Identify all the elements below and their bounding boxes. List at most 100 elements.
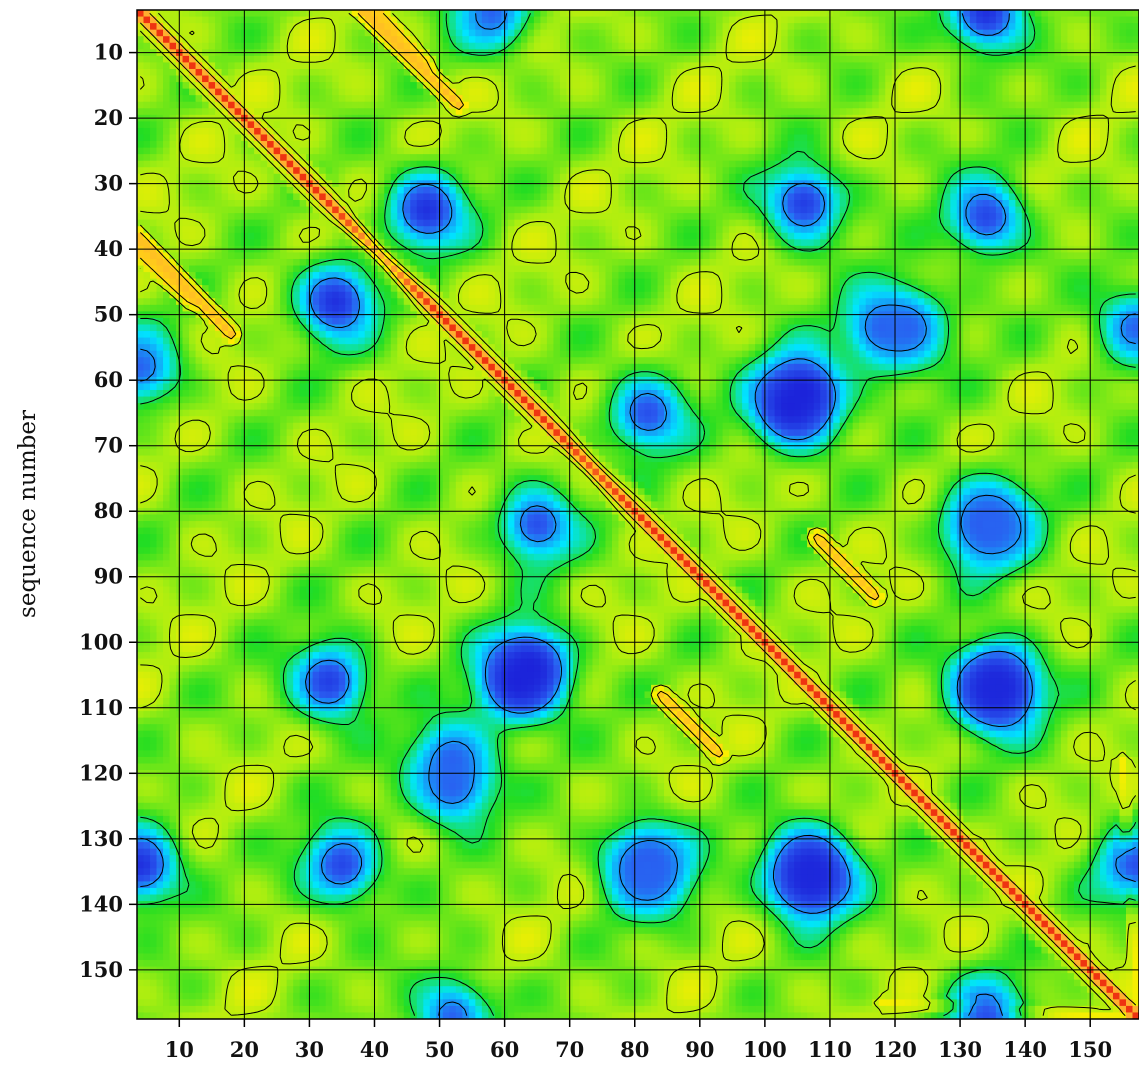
heatmap-cell — [820, 134, 827, 141]
heatmap-cell — [944, 102, 951, 109]
heatmap-cell — [690, 161, 697, 168]
heatmap-cell — [651, 121, 658, 128]
heatmap-cell — [521, 128, 528, 135]
heatmap-cell — [1054, 56, 1061, 63]
heatmap-cell — [547, 95, 554, 102]
heatmap-cell — [482, 128, 489, 135]
heatmap-cell — [859, 82, 866, 89]
heatmap-cell — [625, 56, 632, 63]
heatmap-cell — [215, 134, 222, 141]
heatmap-cell — [482, 82, 489, 89]
heatmap-cell — [332, 62, 339, 69]
heatmap-cell — [645, 17, 652, 24]
heatmap-cell — [1126, 213, 1133, 220]
heatmap-cell — [579, 69, 586, 76]
heatmap-cell — [749, 43, 756, 50]
heatmap-cell — [254, 102, 261, 109]
heatmap-cell — [853, 76, 860, 83]
heatmap-cell — [417, 193, 424, 200]
heatmap-cell — [807, 10, 814, 17]
heatmap-cell — [983, 148, 990, 155]
heatmap-cell — [514, 141, 521, 148]
heatmap-cell — [658, 134, 665, 141]
heatmap-cell — [423, 200, 430, 207]
heatmap-cell — [983, 10, 990, 17]
heatmap-cell — [736, 213, 743, 220]
heatmap-cell — [690, 207, 697, 214]
heatmap-cell — [716, 36, 723, 43]
heatmap-cell — [189, 108, 196, 115]
heatmap-cell — [560, 128, 567, 135]
heatmap-cell — [625, 154, 632, 161]
heatmap-cell — [397, 76, 404, 83]
heatmap-cell — [456, 76, 463, 83]
heatmap-cell — [1002, 43, 1009, 50]
heatmap-cell — [989, 30, 996, 37]
heatmap-cell — [833, 36, 840, 43]
heatmap-cell — [801, 30, 808, 37]
heatmap-cell — [645, 148, 652, 155]
heatmap-cell — [1035, 43, 1042, 50]
heatmap-cell — [1028, 82, 1035, 89]
heatmap-cell — [690, 43, 697, 50]
heatmap-cell — [736, 161, 743, 168]
heatmap-cell — [645, 89, 652, 96]
heatmap-cell — [931, 17, 938, 24]
heatmap-cell — [937, 121, 944, 128]
heatmap-cell — [651, 69, 658, 76]
heatmap-cell — [612, 167, 619, 174]
heatmap-cell — [983, 141, 990, 148]
heatmap-cell — [469, 161, 476, 168]
heatmap-cell — [1100, 10, 1107, 17]
heatmap-cell — [469, 193, 476, 200]
heatmap-cell — [1067, 213, 1074, 220]
heatmap-cell — [540, 154, 547, 161]
heatmap-cell — [645, 154, 652, 161]
heatmap-cell — [254, 82, 261, 89]
heatmap-cell — [508, 30, 515, 37]
heatmap-cell — [944, 108, 951, 115]
heatmap-cell — [521, 187, 528, 194]
heatmap-cell — [944, 56, 951, 63]
heatmap-cell — [586, 128, 593, 135]
heatmap-cell — [261, 17, 268, 24]
heatmap-cell — [605, 108, 612, 115]
heatmap-cell — [183, 167, 190, 174]
heatmap-cell — [924, 30, 931, 37]
heatmap-cell — [658, 108, 665, 115]
heatmap-cell — [807, 62, 814, 69]
heatmap-cell — [319, 108, 326, 115]
heatmap-cell — [514, 69, 521, 76]
heatmap-cell — [157, 220, 164, 227]
heatmap-cell — [937, 148, 944, 155]
heatmap-cell — [228, 207, 235, 214]
heatmap-cell — [521, 200, 528, 207]
heatmap-cell — [540, 187, 547, 194]
heatmap-cell — [736, 148, 743, 155]
heatmap-cell — [527, 69, 534, 76]
heatmap-cell — [280, 36, 287, 43]
heatmap-cell — [983, 121, 990, 128]
heatmap-cell — [261, 82, 268, 89]
heatmap-cell — [833, 193, 840, 200]
heatmap-cell — [540, 108, 547, 115]
heatmap-cell — [592, 161, 599, 168]
heatmap-cell — [300, 62, 307, 69]
heatmap-cell — [443, 174, 450, 181]
heatmap-cell — [495, 167, 502, 174]
heatmap-cell — [508, 141, 515, 148]
heatmap-cell — [976, 95, 983, 102]
heatmap-cell — [1126, 187, 1133, 194]
heatmap-cell — [605, 89, 612, 96]
heatmap-cell — [1074, 23, 1081, 30]
heatmap-cell — [625, 148, 632, 155]
heatmap-cell — [716, 121, 723, 128]
heatmap-cell — [592, 62, 599, 69]
heatmap-cell — [716, 167, 723, 174]
heatmap-cell — [352, 134, 359, 141]
heatmap-cell — [755, 154, 762, 161]
heatmap-cell — [358, 207, 365, 214]
heatmap-cell — [137, 62, 144, 69]
heatmap-cell — [729, 62, 736, 69]
heatmap-cell — [944, 128, 951, 135]
